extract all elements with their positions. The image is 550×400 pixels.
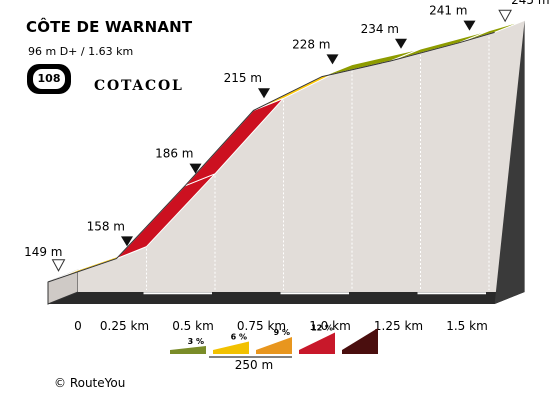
gradient-legend: 3 % 6 % 9 % 12 % 250 m bbox=[170, 324, 378, 372]
elevation-marker-icon bbox=[121, 236, 133, 247]
scale-bar-label: 250 m bbox=[235, 358, 273, 372]
distance-tick-label: 0 bbox=[74, 319, 82, 333]
distance-tick-label: 0.75 km bbox=[237, 319, 286, 333]
elevation-label: 149 m bbox=[24, 245, 62, 259]
legend-swatch-base bbox=[299, 350, 335, 354]
climb-stats: 96 m D+ / 1.63 km bbox=[28, 45, 134, 58]
distance-tick-label: 1.25 km bbox=[374, 319, 423, 333]
legend-swatch-base bbox=[213, 350, 249, 354]
elevation-label: 228 m bbox=[292, 37, 330, 51]
elevation-marker-icon bbox=[326, 54, 339, 65]
distance-tick-label: 0.25 km bbox=[100, 319, 149, 333]
legend-label: 9 % bbox=[274, 328, 290, 337]
legend-swatch bbox=[342, 328, 378, 350]
distance-tick-label: 1.0 km bbox=[309, 319, 351, 333]
distance-gridlines bbox=[146, 32, 490, 290]
profile-wall-area bbox=[78, 20, 525, 293]
elevation-label: 245 m bbox=[511, 0, 549, 7]
legend-swatch-base bbox=[170, 350, 206, 354]
legend-swatch bbox=[170, 346, 206, 350]
elevation-labels: 149 m 158 m 186 m 215 m 228 m 234 m 241 m 245 m bbox=[24, 0, 549, 259]
elevation-markers bbox=[51, 9, 512, 272]
end-marker-icon bbox=[498, 9, 512, 23]
elevation-label: 234 m bbox=[361, 22, 399, 36]
distance-tick-label: 1.5 km bbox=[446, 319, 488, 333]
legend-label: 3 % bbox=[188, 337, 204, 346]
elevation-label: 241 m bbox=[429, 4, 467, 18]
elevation-marker-icon bbox=[395, 38, 407, 49]
elevation-marker-icon bbox=[189, 163, 202, 174]
legend-label: 12 % bbox=[311, 324, 333, 333]
elevation-label: 158 m bbox=[87, 219, 125, 233]
cotacol-brand: COTACOL bbox=[94, 78, 184, 94]
copyright-notice: © RouteYou bbox=[54, 376, 126, 390]
profile-end-face bbox=[494, 20, 525, 305]
elevation-label: 186 m bbox=[155, 147, 193, 161]
profile-segments bbox=[47, 19, 525, 283]
distance-tick-labels: 0 0.25 km 0.5 km 0.75 km 1.0 km 1.25 km 1.5 km bbox=[74, 319, 488, 333]
profile-front-edge bbox=[47, 31, 495, 283]
legend-swatch-base bbox=[256, 350, 292, 354]
cotacol-badge: 108 bbox=[27, 64, 71, 94]
elevation-label: 215 m bbox=[224, 71, 262, 85]
page-title: CÔTE DE WARNANT bbox=[26, 18, 193, 36]
legend-swatch bbox=[299, 332, 335, 350]
cotacol-number: 108 bbox=[33, 69, 65, 89]
legend-label: 6 % bbox=[231, 333, 247, 342]
elevation-marker-icon bbox=[463, 20, 476, 31]
profile-wall bbox=[78, 20, 525, 305]
legend-swatch bbox=[256, 337, 292, 350]
elevation-marker-icon bbox=[258, 88, 270, 99]
legend-swatch-base bbox=[342, 350, 378, 354]
start-marker-icon bbox=[51, 259, 66, 272]
legend-swatch bbox=[213, 341, 249, 350]
distance-tick-label: 0.5 km bbox=[172, 319, 214, 333]
profile-bottom-edge bbox=[48, 292, 525, 304]
